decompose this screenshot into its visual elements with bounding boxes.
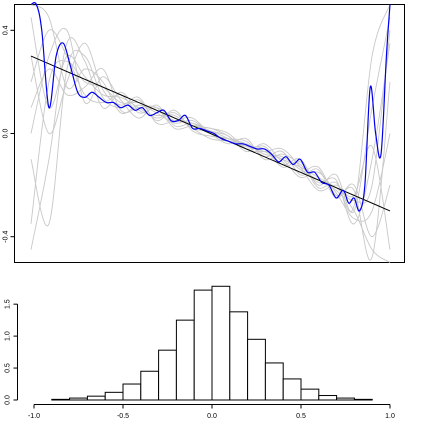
histogram-y-tick-label: 1.5 <box>5 299 12 309</box>
histogram-x-tick-label: 0.5 <box>296 413 306 420</box>
histogram-bar <box>264 362 284 401</box>
histogram-bar <box>140 370 160 401</box>
sample-curve-3 <box>30 17 391 214</box>
histogram-y-axis: 0.0 0.5 1.0 1.5 <box>5 299 18 405</box>
histogram-bar <box>104 391 124 401</box>
top-y-tick-label: -0.4 <box>3 231 10 243</box>
fitted-curves-chart: -0.4 0.0 0.4 <box>3 2 405 263</box>
histogram-x-axis: -1.0 -0.5 0.0 0.5 1.0 <box>28 404 395 420</box>
histogram-bar <box>122 383 142 401</box>
histogram-bar <box>247 338 266 401</box>
sample-curve-5 <box>30 4 391 225</box>
histogram-bar <box>211 285 231 401</box>
histogram-bar <box>336 397 355 401</box>
sample-curve-2 <box>30 60 391 263</box>
histogram-chart: -1.0 -0.5 0.0 0.5 1.0 0.0 0.5 1.0 1.5 <box>5 285 395 420</box>
histogram-bar <box>158 349 177 401</box>
histogram-bar <box>51 398 71 401</box>
histogram-bar <box>175 319 195 401</box>
sample-curve-6 <box>30 28 391 261</box>
histogram-bar <box>69 397 88 401</box>
histogram-bar <box>193 289 213 401</box>
histogram-bar <box>86 395 106 401</box>
sample-curve-4 <box>30 49 391 238</box>
histogram-y-tick-label: 1.0 <box>5 331 12 341</box>
histogram-x-tick-label: 0.0 <box>207 413 217 420</box>
histogram-y-tick-label: 0.0 <box>5 395 12 405</box>
fit-curve <box>30 2 391 212</box>
histogram-y-tick-label: 0.5 <box>5 363 12 373</box>
histogram-bar <box>229 311 249 401</box>
histogram-bar <box>318 395 338 401</box>
histogram-x-tick-label: -1.0 <box>28 413 40 420</box>
histogram-bar <box>353 398 373 401</box>
top-y-tick-label: 0.0 <box>3 129 10 139</box>
reference-line <box>30 55 391 212</box>
reference-line-group <box>30 55 391 212</box>
fit-curve-group <box>30 2 391 212</box>
histogram-x-tick-label: 1.0 <box>385 413 395 420</box>
top-y-axis: -0.4 0.0 0.4 <box>3 25 15 243</box>
histogram-bar <box>282 378 302 401</box>
histogram-bars <box>51 285 373 401</box>
histogram-bar <box>300 388 320 401</box>
sample-curve-9 <box>30 68 391 250</box>
top-y-tick-label: 0.4 <box>3 25 10 35</box>
sample-curve-1 <box>30 17 391 204</box>
sample-curve-7 <box>30 4 391 250</box>
histogram-x-tick-label: -0.5 <box>117 413 129 420</box>
